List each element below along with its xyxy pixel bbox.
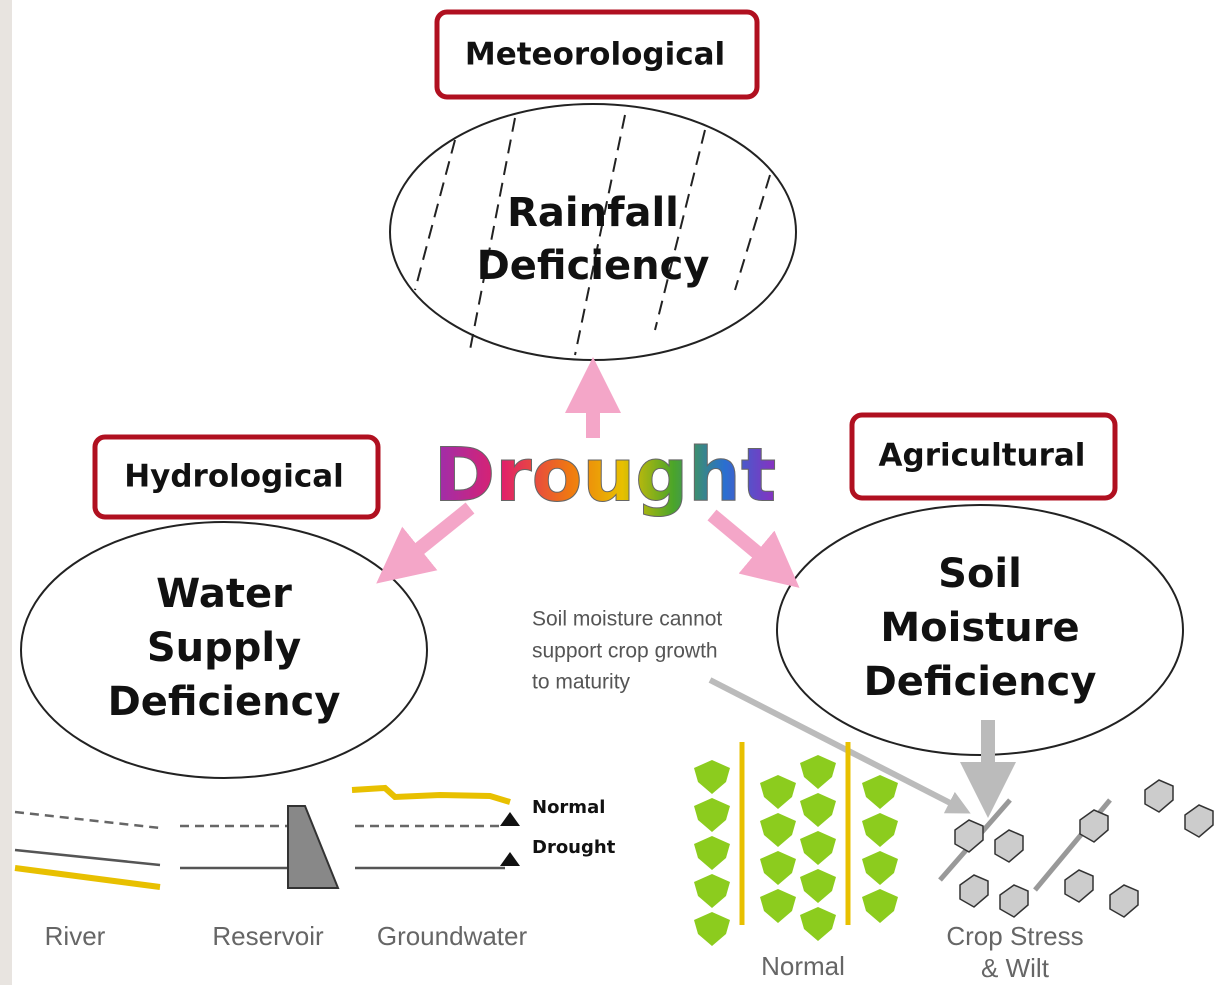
wilted-leaf: [1110, 885, 1138, 917]
wilted-leaf: [995, 830, 1023, 862]
note-text: Soil moisture cannot: [532, 608, 722, 631]
leaf: [694, 836, 730, 870]
note-text: support crop growth: [532, 640, 718, 663]
caption: Groundwater: [377, 921, 528, 951]
deficiency-text: Supply: [147, 625, 301, 671]
leaf: [760, 851, 796, 885]
plants: [694, 742, 1213, 946]
deficiency-text: Rainfall: [507, 190, 679, 236]
category-label: Agricultural: [879, 438, 1086, 474]
deficiency-text: Deficiency: [108, 679, 341, 725]
leaf: [694, 912, 730, 946]
leaf: [862, 775, 898, 809]
leaf: [800, 907, 836, 941]
deficiency-text: Moisture: [880, 605, 1079, 651]
center-label: Drought: [434, 433, 776, 519]
arrow: [712, 515, 778, 570]
category-label: Hydrological: [124, 459, 344, 495]
category-label: Meteorological: [465, 37, 725, 73]
level-label: Drought: [532, 837, 616, 858]
deficiency-text: Water: [156, 571, 292, 617]
leaf: [862, 851, 898, 885]
caption: Reservoir: [212, 921, 324, 951]
leaf: [800, 755, 836, 789]
caption: River: [45, 921, 106, 951]
wilted-leaf: [1185, 805, 1213, 837]
level-marker: [500, 852, 520, 866]
normal-level: [15, 812, 160, 828]
drought-level: [15, 850, 160, 865]
deficiency-text: Deficiency: [864, 659, 1097, 705]
wilted-leaf: [1145, 780, 1173, 812]
level-label: Normal: [532, 797, 605, 818]
dam: [288, 806, 338, 888]
wilted-leaf: [1080, 810, 1108, 842]
leaf: [800, 869, 836, 903]
wilted-leaf: [955, 820, 983, 852]
leaf: [760, 889, 796, 923]
deficiency-text: Deficiency: [477, 243, 710, 289]
wilted-leaf: [1000, 885, 1028, 917]
left-edge: [0, 0, 12, 985]
caption: & Wilt: [981, 953, 1050, 983]
caption: Crop Stress: [946, 921, 1083, 951]
groundwater: [352, 788, 510, 802]
drought-diagram: Meteorological Rainfall Deficiency Hydro…: [0, 0, 1215, 985]
leaf: [694, 798, 730, 832]
leaf: [760, 813, 796, 847]
deficiency-text: Soil: [938, 551, 1022, 597]
leaf: [800, 793, 836, 827]
wilted-leaf: [960, 875, 988, 907]
leaf: [862, 889, 898, 923]
leaf: [800, 831, 836, 865]
leaf: [760, 775, 796, 809]
leaf: [694, 874, 730, 908]
river: [15, 868, 160, 887]
leaf: [862, 813, 898, 847]
caption: Normal: [761, 951, 845, 981]
note-text: to maturity: [532, 671, 631, 694]
level-marker: [500, 812, 520, 826]
leaf: [694, 760, 730, 794]
wilted-leaf: [1065, 870, 1093, 902]
